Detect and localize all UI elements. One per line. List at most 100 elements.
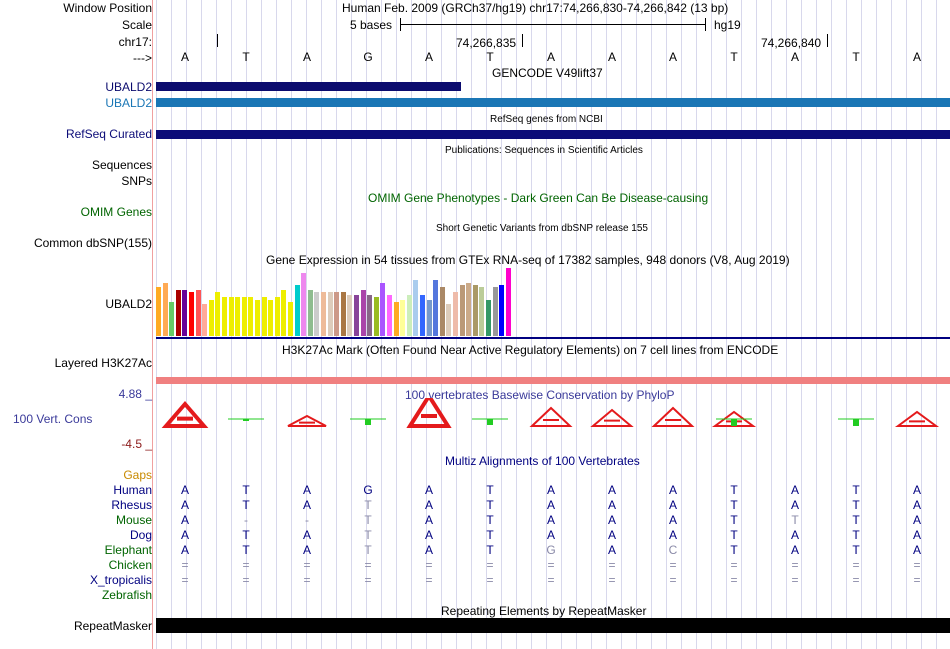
refseq-gene[interactable] xyxy=(156,130,950,139)
gtex-tissue-bar[interactable] xyxy=(288,302,293,336)
gtex-tissue-bar[interactable] xyxy=(446,304,452,336)
species-label[interactable]: Zebrafish xyxy=(101,588,152,602)
gencode-transcript-1[interactable] xyxy=(156,82,461,91)
gtex-tissue-bar[interactable] xyxy=(182,290,188,336)
grid-line xyxy=(936,0,937,649)
gtex-tissue-bar[interactable] xyxy=(420,295,425,336)
gtex-tissue-bar[interactable] xyxy=(486,300,491,336)
gtex-tissue-bar[interactable] xyxy=(327,292,333,336)
gtex-tissue-bar[interactable] xyxy=(228,297,234,336)
gtex-tissue-bar[interactable] xyxy=(195,290,201,336)
gtex-tissue-bar[interactable] xyxy=(162,283,168,336)
alignment-base: A xyxy=(668,528,677,542)
phylop-label[interactable]: 100 Vert. Cons xyxy=(13,412,93,426)
gtex-tissue-bar[interactable] xyxy=(466,283,472,336)
gtex-tissue-bar[interactable] xyxy=(274,297,280,336)
phylop-title: 100 vertebrates Basewise Conservation by… xyxy=(405,388,675,402)
gencode-label-2[interactable]: UBALD2 xyxy=(105,96,152,110)
gtex-tissue-bar[interactable] xyxy=(453,292,458,336)
h3k27ac-label[interactable]: Layered H3K27Ac xyxy=(54,356,152,370)
gtex-tissue-bar[interactable] xyxy=(307,290,313,336)
phylop-svg xyxy=(161,392,940,428)
gtex-tissue-bar[interactable] xyxy=(426,300,432,336)
gtex-tissue-bar[interactable] xyxy=(321,292,326,336)
alignment-base: A xyxy=(668,483,677,497)
species-label[interactable]: Elephant xyxy=(104,543,152,557)
ruler-tick xyxy=(827,34,828,47)
omim-label[interactable]: OMIM Genes xyxy=(80,205,152,219)
gtex-tissue-bar[interactable] xyxy=(492,287,498,336)
scale-tick-left xyxy=(400,18,401,31)
dbsnp-label[interactable]: Common dbSNP(155) xyxy=(33,236,152,250)
gtex-tissue-bar[interactable] xyxy=(439,287,445,336)
gtex-tissue-bar[interactable] xyxy=(380,283,386,336)
gtex-tissue-bar[interactable] xyxy=(169,302,175,336)
gtex-tissue-bar[interactable] xyxy=(208,300,214,336)
alignment-base: = xyxy=(242,573,250,587)
gtex-tissue-bar[interactable] xyxy=(215,292,221,336)
gtex-tissue-bar[interactable] xyxy=(189,292,194,336)
species-label[interactable]: Dog xyxy=(129,528,152,542)
gtex-tissue-bar[interactable] xyxy=(281,290,287,336)
grid-line xyxy=(906,0,907,649)
species-label[interactable]: Rhesus xyxy=(111,498,152,512)
gtex-tissue-bar[interactable] xyxy=(413,280,419,336)
alignment-base: = xyxy=(608,573,616,587)
h3k27ac-signal[interactable] xyxy=(156,377,950,384)
alignment-base: = xyxy=(303,558,311,572)
pubs-label-sequences[interactable]: Sequences xyxy=(91,158,152,172)
alignment-base: A xyxy=(546,483,555,497)
gtex-tissue-bar[interactable] xyxy=(360,290,366,336)
gtex-tissue-bar[interactable] xyxy=(294,285,300,336)
repeatmasker-label[interactable]: RepeatMasker xyxy=(73,619,152,633)
gtex-tissue-bar[interactable] xyxy=(406,295,412,336)
gtex-tissue-bar[interactable] xyxy=(222,297,227,336)
gtex-tissue-bar[interactable] xyxy=(354,295,359,336)
gtex-tissue-bar[interactable] xyxy=(156,287,161,336)
species-label[interactable]: X_tropicalis xyxy=(89,573,152,587)
gtex-tissue-bar[interactable] xyxy=(479,287,485,336)
alignment-base: A xyxy=(790,498,799,512)
phylop-plot[interactable] xyxy=(156,392,950,438)
gencode-label-1[interactable]: UBALD2 xyxy=(105,80,152,94)
gtex-tissue-bar[interactable] xyxy=(301,273,307,336)
alignment-base: T xyxy=(852,498,860,512)
gtex-tissue-bar[interactable] xyxy=(248,297,254,336)
gtex-tissue-bar[interactable] xyxy=(433,280,439,336)
alignment-base: A xyxy=(790,543,799,557)
gtex-label[interactable]: UBALD2 xyxy=(105,297,152,311)
gtex-tissue-bar[interactable] xyxy=(505,268,511,336)
gtex-tissue-bar[interactable] xyxy=(459,285,465,336)
gtex-tissue-bar[interactable] xyxy=(373,297,379,336)
multiz-gaps-label[interactable]: Gaps xyxy=(123,468,152,482)
gtex-tissue-bar[interactable] xyxy=(367,295,373,336)
gtex-tissue-bar[interactable] xyxy=(340,292,346,336)
gtex-bar-chart[interactable] xyxy=(156,268,536,336)
gtex-tissue-bar[interactable] xyxy=(387,295,392,336)
refseq-label[interactable]: RefSeq Curated xyxy=(65,127,152,141)
species-label[interactable]: Mouse xyxy=(115,513,152,527)
gtex-tissue-bar[interactable] xyxy=(400,300,406,336)
alignment-base: A xyxy=(302,483,311,497)
gtex-tissue-bar[interactable] xyxy=(314,292,320,336)
gtex-tissue-bar[interactable] xyxy=(175,290,181,336)
phylop-positive-mark xyxy=(590,408,634,427)
gtex-tissue-bar[interactable] xyxy=(255,300,260,336)
species-label[interactable]: Human xyxy=(113,483,152,497)
gtex-tissue-bar[interactable] xyxy=(393,302,399,336)
alignment-base: A xyxy=(546,498,555,512)
gtex-tissue-bar[interactable] xyxy=(472,285,478,336)
gtex-tissue-bar[interactable] xyxy=(241,297,247,336)
alignment-base: A xyxy=(607,513,616,527)
pubs-label-snps[interactable]: SNPs xyxy=(121,174,152,188)
repeatmasker-element[interactable] xyxy=(156,618,950,633)
gtex-tissue-bar[interactable] xyxy=(347,295,353,336)
gtex-tissue-bar[interactable] xyxy=(202,304,208,336)
gtex-tissue-bar[interactable] xyxy=(261,297,267,336)
gtex-tissue-bar[interactable] xyxy=(235,297,241,336)
gtex-tissue-bar[interactable] xyxy=(268,300,274,336)
gencode-transcript-2[interactable] xyxy=(156,98,950,107)
species-label[interactable]: Chicken xyxy=(108,558,152,572)
gtex-tissue-bar[interactable] xyxy=(499,285,505,336)
gtex-tissue-bar[interactable] xyxy=(334,292,340,336)
